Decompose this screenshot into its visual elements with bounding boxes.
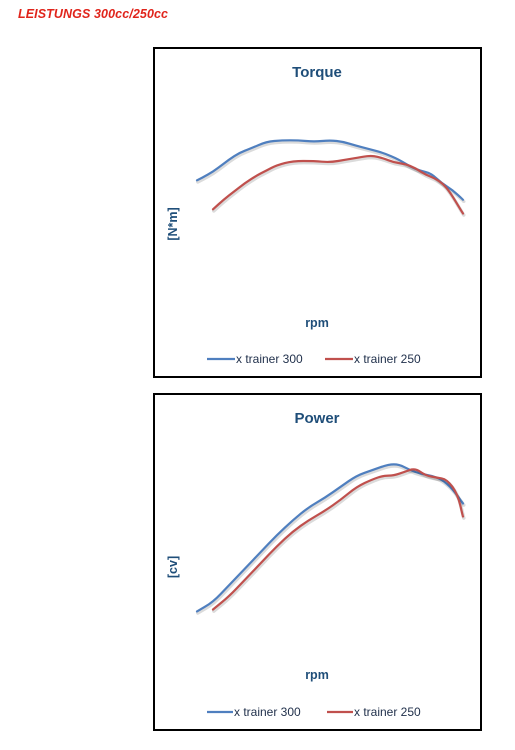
legend-label-250: x trainer 250 [354,705,421,719]
series-shadow-1 [212,469,466,613]
y-axis-label: [cv] [166,556,180,578]
plot-area [195,463,466,615]
y-axis-label: [N*m] [166,207,180,240]
legend-label-250: x trainer 250 [354,352,421,366]
power-chart: Power [cv] rpm x trainer 300 x trainer 2… [153,393,482,731]
series-line-x-trainer-250 [211,154,465,215]
series-shadow-1 [212,155,466,217]
torque-chart: Torque [N*m] rpm x trainer 300 x trainer… [153,47,482,378]
plot-area [195,139,466,217]
page-heading: LEISTUNGS 300cc/250cc [18,7,169,21]
legend-label-300: x trainer 300 [234,705,301,719]
power-chart-svg: Power [cv] rpm x trainer 300 x trainer 2… [166,410,466,719]
legend-label-300: x trainer 300 [236,352,303,366]
x-axis-label: rpm [305,316,329,330]
chart-title: Torque [292,64,342,81]
series-shadow-0 [196,140,466,204]
series-line-x-trainer-300 [195,139,465,201]
series-line-x-trainer-250 [211,468,465,611]
x-axis-label: rpm [305,668,329,682]
torque-chart-svg: Torque [N*m] rpm x trainer 300 x trainer… [166,64,466,366]
legend: x trainer 300 x trainer 250 [207,705,421,719]
chart-title: Power [294,410,339,427]
legend: x trainer 300 x trainer 250 [207,352,421,366]
